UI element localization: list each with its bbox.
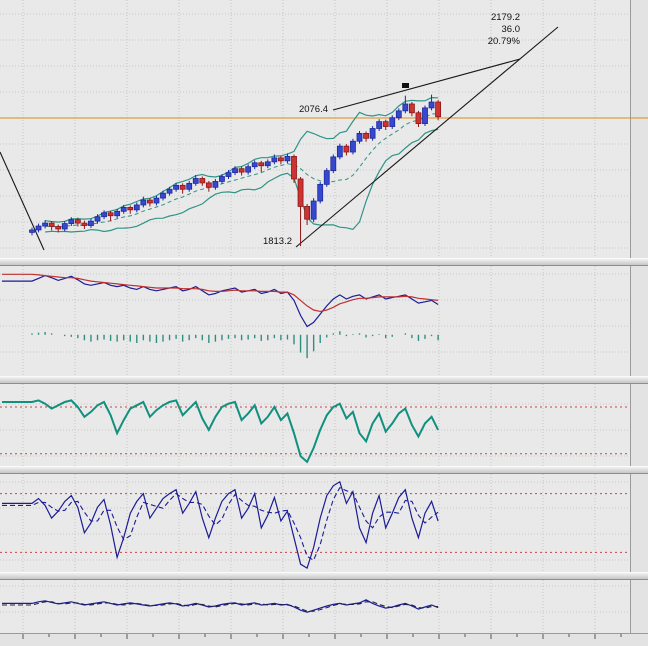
oscillator-panel [0,399,630,464]
measure-percent-label: 20.79% [488,36,521,47]
trendline-anchor-label: 1813.2 [263,236,292,247]
signal-line [2,273,439,313]
candles-series [29,94,442,247]
trendlines [0,26,559,251]
panel-splitter-1[interactable] [0,258,648,266]
panel-splitter-4[interactable] [0,572,648,580]
time-axis-strip[interactable] [0,633,648,646]
panel-splitter-2[interactable] [0,376,648,384]
stochastic-k-line [2,480,439,570]
object-handle-marker [402,83,409,88]
time-axis-ticks [22,634,622,639]
macd-panel [2,273,439,359]
left-old-trendline[interactable] [0,151,45,251]
measure-price-label: 2179.2 [491,12,520,23]
trendline-price-label: 2076.4 [299,104,328,115]
price-axis-strip[interactable] [630,0,648,646]
indicator5-panel [2,599,439,613]
macd-line [2,274,439,328]
panel-splitter-3[interactable] [0,466,648,474]
upper-resistance-trendline[interactable] [332,58,521,111]
stochastic-panel [0,480,630,570]
chart-labels: 2076.4 1813.2 2179.236.020.79% [263,12,521,247]
rising-support-trendline[interactable] [295,26,559,248]
stochastic-d-line [2,486,439,561]
grid [0,0,630,632]
measure-bars-label: 36.0 [502,24,521,35]
indicator5-signal-line [2,601,439,612]
oscillator-line [2,399,439,464]
